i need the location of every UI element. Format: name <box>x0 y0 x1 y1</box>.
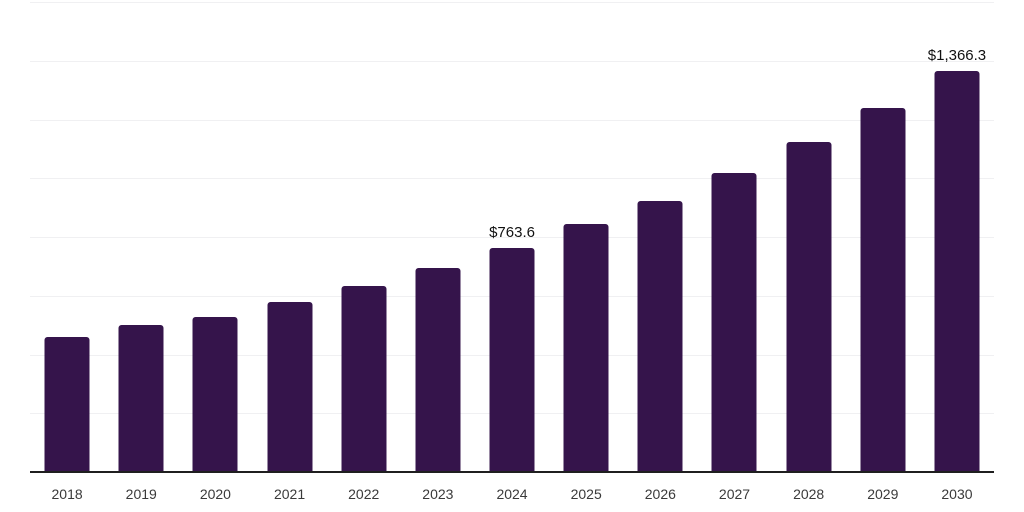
gridline <box>30 119 994 121</box>
x-tick-2019: 2019 <box>125 486 157 502</box>
x-tick-2018: 2018 <box>51 486 83 502</box>
bar-slot-2020 <box>178 2 252 472</box>
bars-row: $763.6 $1,366.3 <box>30 2 994 472</box>
bar-2025 <box>563 224 609 472</box>
bar-slot-2019 <box>104 2 178 472</box>
bar-slot-2029 <box>846 2 920 472</box>
bar-2021 <box>267 301 313 472</box>
x-tick-2028: 2028 <box>793 486 825 502</box>
bar-2030 <box>934 70 980 472</box>
x-tick-2023: 2023 <box>422 486 454 502</box>
bar-2023 <box>415 267 461 472</box>
bar-2018 <box>44 337 90 472</box>
bar-value-label-2030: $1,366.3 <box>927 46 987 64</box>
bar-2028 <box>786 142 832 472</box>
x-tick-2025: 2025 <box>570 486 602 502</box>
bar-slot-2023 <box>401 2 475 472</box>
bar-2026 <box>637 200 683 472</box>
bar-slot-2021 <box>252 2 326 472</box>
bar-slot-2027 <box>697 2 771 472</box>
x-tick-2022: 2022 <box>348 486 380 502</box>
bar-slot-2018 <box>30 2 104 472</box>
x-tick-2021: 2021 <box>273 486 306 502</box>
bar-slot-2030: $1,366.3 <box>920 2 994 472</box>
bar-slot-2028 <box>772 2 846 472</box>
bar-slot-2022 <box>327 2 401 472</box>
x-tick-2027: 2027 <box>718 486 751 502</box>
x-axis-line <box>30 471 994 473</box>
gridline <box>30 60 994 62</box>
bar-value-label-2024: $763.6 <box>489 223 535 241</box>
bar-2019 <box>118 324 164 472</box>
plot-area: $763.6 $1,366.3 <box>30 2 994 472</box>
x-tick-2026: 2026 <box>644 486 676 502</box>
bar-slot-2026 <box>623 2 697 472</box>
bar-2022 <box>341 286 387 472</box>
gridline <box>30 2 994 3</box>
bar-slot-2025 <box>549 2 623 472</box>
bar-2024 <box>489 247 535 472</box>
bar-2027 <box>711 173 757 472</box>
x-tick-2020: 2020 <box>199 486 231 502</box>
bar-2029 <box>860 107 906 472</box>
x-tick-2029: 2029 <box>867 486 899 502</box>
x-tick-2030: 2030 <box>941 486 973 502</box>
bar-2020 <box>192 317 238 472</box>
bar-slot-2024: $763.6 <box>475 2 549 472</box>
x-tick-2024: 2024 <box>496 486 528 502</box>
gridline <box>30 178 994 180</box>
x-axis-labels: 2018 2019 2020 2021 2022 2023 2024 2025 2026 2027… <box>30 486 994 502</box>
gridline <box>30 237 994 238</box>
